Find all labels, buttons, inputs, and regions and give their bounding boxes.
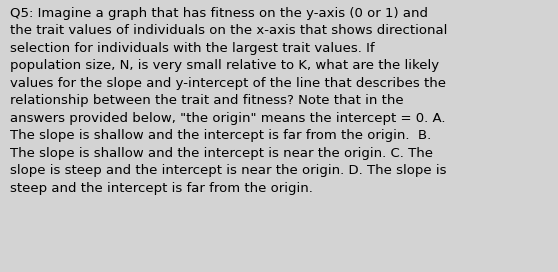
Text: Q5: Imagine a graph that has fitness on the y-axis (0 or 1) and
the trait values: Q5: Imagine a graph that has fitness on … — [10, 7, 448, 195]
